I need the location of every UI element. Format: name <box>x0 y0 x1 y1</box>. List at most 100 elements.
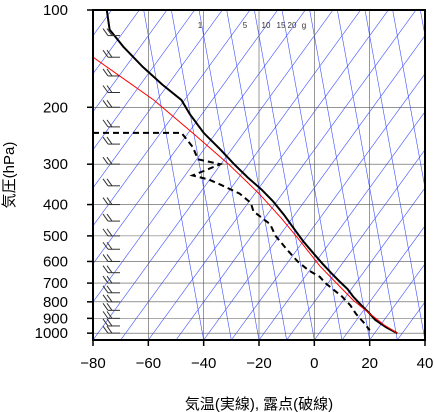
isotherm-line <box>93 10 251 227</box>
isotherm-line <box>258 111 425 340</box>
wind-barb-feather <box>102 311 109 319</box>
wind-barb-feather <box>106 28 113 36</box>
parcel-line <box>93 56 398 334</box>
wind-barb-feather <box>102 119 109 128</box>
isotherm-line <box>314 187 425 340</box>
isotherm-line <box>175 10 417 340</box>
wind-barb-feather <box>106 136 113 145</box>
wind-barb-feather <box>102 275 109 284</box>
wind-barb-feather <box>102 265 109 273</box>
y-tick-label: 500 <box>43 228 68 245</box>
wind-barb-feather <box>102 303 109 311</box>
y-tick-label: 400 <box>43 197 68 214</box>
y-tick-label: 600 <box>43 253 68 270</box>
wind-barb-feather <box>106 311 113 319</box>
mixing-ratio-label: g <box>302 21 306 30</box>
wind-barb-feather <box>102 318 109 327</box>
wind-barb-feather <box>106 156 113 165</box>
isotherm-line <box>93 10 306 303</box>
mixing-ratio-label: 20 <box>288 21 297 30</box>
wind-barb-feather <box>102 294 109 303</box>
isotherm-line <box>424 339 425 340</box>
isotherm-line <box>93 10 168 113</box>
dry-adiabat-line <box>281 10 343 340</box>
wind-barb-feather <box>106 241 113 250</box>
wind-barb-feather <box>102 85 109 93</box>
wind-barb-feather <box>102 49 109 58</box>
isotherm-line <box>369 263 425 340</box>
isotherm-line <box>93 10 140 75</box>
y-tick-label: 900 <box>43 310 68 327</box>
dry-adiabat-line <box>254 10 315 340</box>
mixing-ratio-label: 1 <box>198 21 203 30</box>
x-tick-label: −80 <box>80 355 105 372</box>
y-tick-label: 200 <box>43 99 68 116</box>
isotherm-line <box>93 10 223 189</box>
wind-barb-feather <box>102 285 109 294</box>
mixing-ratio-label: 5 <box>243 21 248 30</box>
dry-adiabat-line <box>337 10 398 340</box>
y-tick-label: 800 <box>43 294 68 311</box>
mixing-ratio-label: 15 <box>277 21 286 30</box>
isotherm-line <box>203 35 425 340</box>
wind-barb-feather <box>102 99 109 108</box>
isotherm-line <box>93 10 334 340</box>
series-layer <box>93 10 398 335</box>
wind-barb-feather <box>106 178 113 187</box>
background-grid <box>93 10 425 340</box>
wind-barb-feather <box>106 303 113 311</box>
x-tick-label: −60 <box>136 355 161 372</box>
wind-barb-feather <box>106 197 113 205</box>
x-tick-label: −40 <box>191 355 216 372</box>
y-tick-label: 100 <box>43 2 68 19</box>
wind-barb-feather <box>102 136 109 145</box>
wind-barb-feather <box>102 325 109 334</box>
y-tick-label: 1000 <box>35 325 68 342</box>
y-tick-label: 300 <box>43 156 68 173</box>
wind-barb-feather <box>106 228 113 237</box>
temperature-line <box>105 10 398 335</box>
wind-barb-feather <box>106 49 113 58</box>
isotherm-line <box>93 10 195 151</box>
wind-barb-feather <box>102 68 109 77</box>
x-tick-label: 40 <box>417 355 434 372</box>
wind-barb-feather <box>102 197 109 205</box>
wind-barb-feather <box>106 254 113 262</box>
dry-adiabat-line <box>392 10 425 190</box>
wind-barbs <box>102 28 120 334</box>
wind-barb-feather <box>106 68 113 77</box>
x-axis-title: 気温(実線), 露点(破線) <box>185 396 333 412</box>
y-axis-title: 気圧(hPa) <box>1 142 18 209</box>
wind-barb-feather <box>102 228 109 237</box>
wind-barb-feather <box>106 99 113 108</box>
y-tick-label: 700 <box>43 275 68 292</box>
mixing-ratio-label: 10 <box>262 21 271 30</box>
dewpoint-line <box>93 131 371 331</box>
isotherm-line <box>231 73 425 340</box>
wind-barb-feather <box>106 85 113 93</box>
wind-barb-feather <box>106 265 113 273</box>
wind-barb-feather <box>102 156 109 165</box>
wind-barb-feather <box>106 275 113 284</box>
axis-ticks: −80 −60 −40 −20 0 20 40 100 200 300 400 500 600 700 80… <box>35 2 434 372</box>
dry-adiabat-line <box>364 10 425 340</box>
isotherm-line <box>120 10 361 340</box>
wind-barb-feather <box>102 28 109 36</box>
wind-barb-feather <box>102 254 109 262</box>
wind-barb-feather <box>106 285 113 294</box>
isotherm-line <box>93 10 278 265</box>
dry-adiabat-line <box>226 10 287 340</box>
wind-barb-feather <box>102 213 109 222</box>
wind-barb-feather <box>102 178 109 187</box>
wind-barb-feather <box>106 119 113 128</box>
wind-barb-feather <box>106 294 113 303</box>
wind-barb-feather <box>106 318 113 327</box>
x-tick-label: −20 <box>246 355 271 372</box>
dry-adiabat-line <box>309 10 370 340</box>
mixing-ratio-labels: 1 5 10 15 20 g <box>198 21 306 30</box>
x-tick-label: 0 <box>310 355 318 372</box>
wind-barb-feather <box>106 325 113 334</box>
wind-barb-feather <box>106 213 113 222</box>
dry-adiabat-line <box>171 10 232 340</box>
